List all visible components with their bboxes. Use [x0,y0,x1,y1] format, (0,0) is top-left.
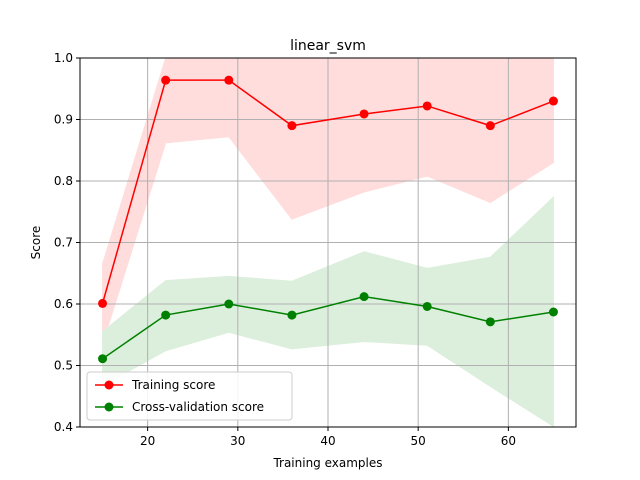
x-tick-label-3: 50 [411,434,426,448]
legend-label-1: Cross-validation score [132,400,264,414]
y-tick-label-1: 0.5 [54,359,73,373]
point-series-1-1 [161,310,171,320]
point-series-1-7 [548,307,558,317]
point-series-1-0 [98,354,108,364]
point-series-0-3 [287,121,297,131]
series-line-1 [102,295,554,360]
point-series-0-1 [161,75,171,85]
point-series-0-4 [359,109,369,119]
point-series-0-2 [224,75,234,85]
x-axis-label: Training examples [272,456,382,470]
point-series-0-6 [485,121,495,131]
legend-marker-1 [104,402,114,412]
point-series-1-3 [287,310,297,320]
point-series-1-4 [359,292,369,302]
y-axis-label: Score [29,226,43,260]
y-tick-label-5: 0.9 [54,113,73,127]
legend-label-0: Training score [131,378,215,392]
x-tick-label-0: 20 [140,434,155,448]
point-series-1-6 [485,317,495,327]
point-series-1-2 [224,299,234,309]
y-tick-label-2: 0.6 [54,297,73,311]
legend: Training score Cross-validation score [86,371,293,421]
series-line-0 [101,79,554,304]
series-points [98,75,558,364]
x-tick-label-2: 40 [320,434,335,448]
axis-ticks: 20 30 40 50 60 0.4 0.5 0.6 0.7 0.8 0.9 1.0 [54,51,516,448]
x-tick-label-4: 60 [501,434,516,448]
y-tick-label-6: 1.0 [54,51,73,65]
x-tick-label-1: 30 [230,434,245,448]
y-tick-label-0: 0.4 [54,420,73,434]
point-series-0-5 [422,101,432,111]
y-tick-label-3: 0.7 [54,236,73,250]
y-tick-label-4: 0.8 [54,174,73,188]
point-series-0-0 [98,298,108,308]
series-lines [101,79,554,360]
chart-title: linear_svm [290,38,366,54]
point-series-0-7 [548,96,558,106]
legend-marker-0 [104,380,114,390]
point-series-1-5 [422,301,432,311]
legend-box [86,371,293,421]
